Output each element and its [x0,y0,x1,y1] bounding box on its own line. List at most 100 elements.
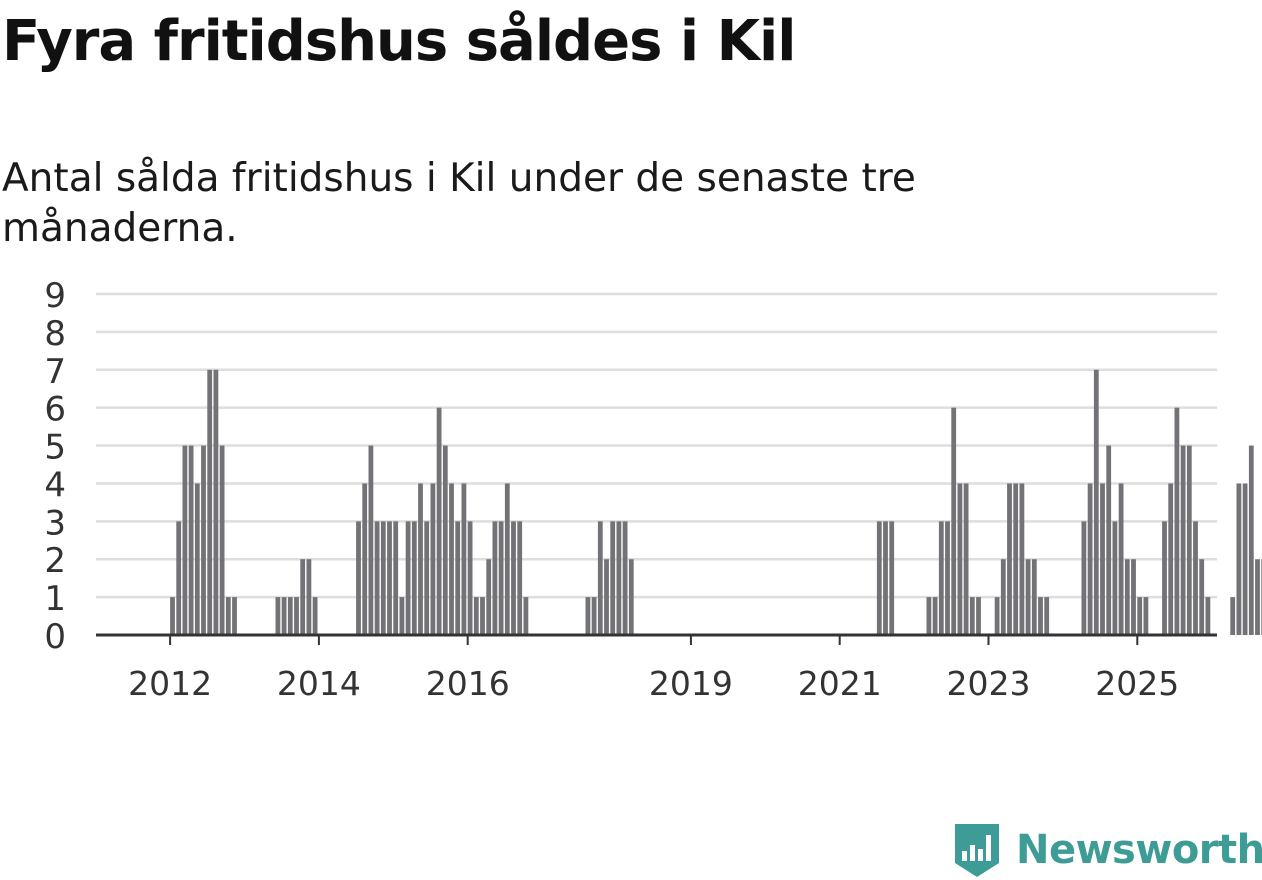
bar [188,445,194,635]
bar [504,483,510,635]
bar [486,559,492,635]
page-title: Fyra fritidshus såldes i Kil [2,9,796,74]
bar [963,483,969,635]
bar [1013,483,1019,635]
bar [604,559,609,635]
bar [1118,483,1124,635]
bar [926,597,932,635]
bar [1242,483,1248,635]
y-tick-label: 5 [44,428,66,468]
bar [424,521,430,635]
bar [1093,369,1099,635]
x-tick-label: 2025 [1095,664,1179,703]
bar [1168,483,1174,635]
bar [889,521,895,635]
bar [1193,521,1198,635]
bar [1000,559,1006,635]
bar [473,597,479,635]
bar [368,445,374,635]
bar [976,597,981,635]
bar [1199,559,1205,635]
bar [170,597,175,635]
bar [1031,559,1037,635]
x-tick-label: 2014 [277,664,361,703]
bar [523,597,529,635]
bar [883,521,888,635]
y-tick-label: 4 [44,465,66,505]
bar [1186,445,1192,635]
x-tick-label: 2012 [128,664,212,703]
y-tick-label: 7 [44,352,66,392]
bar [436,407,442,635]
bar [449,483,454,635]
bar [1255,559,1260,635]
y-tick-label: 0 [44,617,66,657]
y-tick-label: 1 [44,579,66,619]
bar [374,521,380,635]
bar [213,369,219,635]
newsworthy-logo-icon [955,824,999,877]
bar [1044,597,1050,635]
bar [393,521,399,635]
x-axis-ticks: 2012 2014 2016 2019 2021 2023 2025 [128,635,1179,703]
bar [951,407,957,635]
bar [1230,597,1236,635]
bar [194,483,200,635]
bar [585,597,591,635]
bar [1081,521,1087,635]
bar [300,559,306,635]
bar [207,369,213,635]
bar [994,597,1000,635]
bar [232,597,237,635]
bar [387,521,392,635]
bar [1180,445,1186,635]
bar [945,521,950,635]
bar [1038,597,1043,635]
y-tick-label: 9 [44,276,66,316]
bar [467,521,473,635]
bar [1087,483,1093,635]
bar [287,597,293,635]
bar [294,597,299,635]
bar [511,521,516,635]
bar [1143,597,1149,635]
bar [932,597,938,635]
bar [1019,483,1025,635]
bar [1100,483,1105,635]
bar [219,445,225,635]
bar [622,521,628,635]
bar [616,521,622,635]
bar [610,521,616,635]
bar [1174,407,1180,635]
y-tick-label: 2 [44,541,66,581]
x-tick-label: 2023 [947,664,1031,703]
bar [430,483,436,635]
bar [1025,559,1031,635]
bar [201,445,206,635]
page-subtitle: Antal sålda fritidshus i Kil under de se… [2,156,916,251]
brand-name: Newsworthy [1016,827,1262,873]
bar [1137,597,1143,635]
bar [591,597,597,635]
bar [281,597,287,635]
bar [442,445,448,635]
bar [480,597,485,635]
bar [628,559,634,635]
bar [517,521,523,635]
bar [461,483,467,635]
bar [380,521,386,635]
bar [1205,597,1211,635]
bar [969,597,975,635]
x-tick-label: 2021 [798,664,882,703]
y-tick-label: 6 [44,390,66,430]
bar [225,597,231,635]
bar [411,521,417,635]
grid-lines [96,292,1217,599]
bar [1162,521,1167,635]
bar [312,597,318,635]
bar [1131,559,1136,635]
bar [405,521,411,635]
bar [182,445,188,635]
